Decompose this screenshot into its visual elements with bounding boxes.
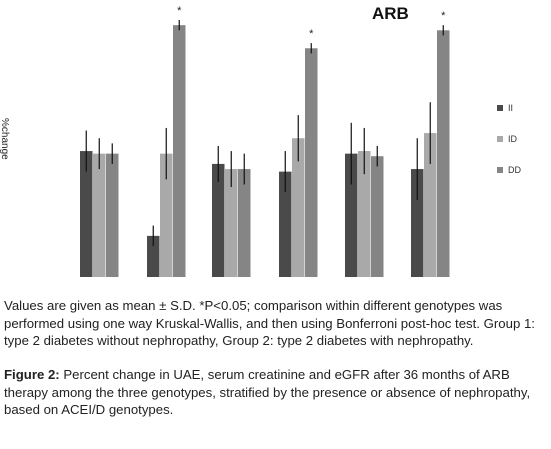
- bar-g2-ii: [147, 235, 160, 277]
- bar-g2-dd: [173, 25, 186, 277]
- legend-swatch-id: [497, 136, 503, 142]
- caption-label: Figure 2:: [4, 367, 60, 382]
- legend-item-dd: DD: [497, 162, 521, 178]
- legend-swatch-dd: [497, 167, 503, 173]
- bar-g5-id: [358, 151, 371, 277]
- legend-swatch-ii: [497, 105, 503, 111]
- bar-g4-id: [292, 138, 305, 277]
- bar-g3-dd: [238, 169, 251, 277]
- bar-g3-ii: [212, 163, 225, 277]
- bar-g6-dd: [437, 30, 450, 278]
- chart-title: ARB: [372, 4, 409, 23]
- legend: II ID DD: [497, 100, 521, 193]
- bar-g4-dd: [305, 48, 318, 277]
- legend-item-id: ID: [497, 131, 521, 147]
- bar-g4-ii: [279, 171, 292, 277]
- bar-g3-id: [225, 169, 238, 277]
- bar-g6-id: [424, 133, 437, 277]
- legend-label-ii: II: [508, 103, 514, 113]
- bar-g5-ii: [345, 153, 358, 277]
- caption-text: Percent change in UAE, serum creatinine …: [4, 367, 531, 417]
- legend-label-id: ID: [508, 134, 517, 144]
- bar-g2-id: [160, 153, 173, 277]
- bar-g1-ii: [80, 151, 93, 277]
- bar-g5-dd: [371, 156, 384, 277]
- bar-g6-ii: [411, 169, 424, 277]
- bar-chart: * * *: [80, 5, 450, 278]
- figure-caption: Figure 2: Percent change in UAE, serum c…: [4, 366, 549, 419]
- significance-marker-g6: *: [441, 10, 446, 22]
- bar-g1-id: [93, 153, 106, 277]
- significance-marker-g4: *: [309, 28, 314, 40]
- legend-label-dd: DD: [508, 165, 521, 175]
- figure-note: Values are given as mean ± S.D. *P<0.05;…: [4, 298, 535, 348]
- bar-g1-dd: [106, 153, 119, 277]
- y-axis-label: %change: [0, 118, 10, 160]
- legend-item-ii: II: [497, 100, 521, 116]
- significance-marker-g2: *: [177, 5, 182, 17]
